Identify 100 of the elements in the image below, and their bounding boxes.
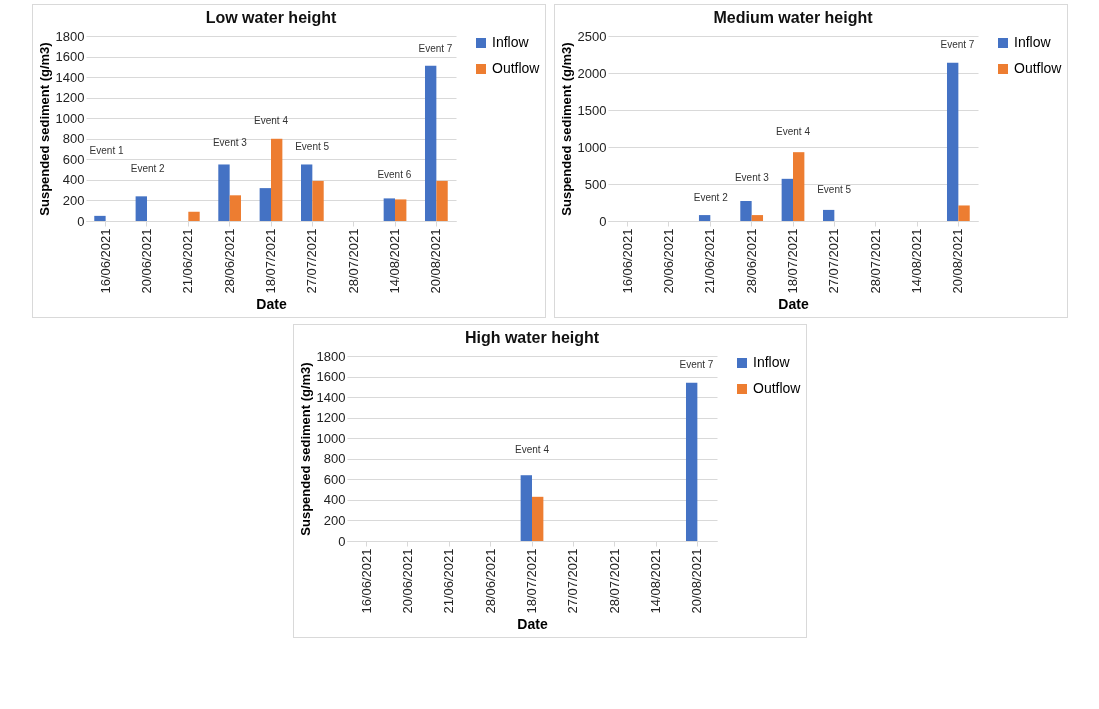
x-tick-label: 20/08/2021	[427, 228, 443, 294]
bar	[135, 196, 147, 221]
y-tick-label: 0	[76, 213, 84, 229]
y-tick-label: 600	[323, 471, 345, 487]
annotation: Event 6	[376, 168, 412, 180]
x-tick-label: 14/08/2021	[386, 228, 402, 294]
bar	[520, 475, 532, 541]
y-tick-label: 0	[337, 533, 345, 549]
bar	[822, 209, 834, 221]
x-tick-label: 20/08/2021	[949, 228, 965, 294]
annotation: Event 4	[775, 126, 810, 138]
annotation: Event 7	[417, 42, 453, 54]
legend-label: Inflow	[491, 34, 529, 50]
x-tick-label: 18/07/2021	[523, 548, 539, 614]
x-tick-label: 28/06/2021	[221, 228, 237, 294]
y-tick-label: 1200	[316, 410, 345, 426]
bar	[383, 198, 395, 221]
y-tick-label: 1000	[316, 430, 345, 446]
annotation: Event 1	[89, 144, 124, 156]
bar	[424, 65, 436, 221]
y-tick-label: 800	[62, 131, 84, 147]
y-tick-label: 0	[598, 213, 606, 229]
annotation: Event 5	[816, 184, 851, 196]
bar	[957, 205, 970, 221]
bar	[792, 152, 804, 221]
chart-title: Low water height	[205, 9, 337, 26]
y-tick-label: 1800	[316, 348, 345, 364]
bar	[739, 201, 752, 221]
legend-label: Inflow	[752, 354, 790, 370]
bar	[435, 180, 448, 221]
bar	[187, 211, 200, 221]
annotation: Event 3	[734, 172, 769, 184]
x-tick-label: 20/08/2021	[688, 548, 704, 614]
x-tick-label: 18/07/2021	[784, 228, 800, 294]
x-axis-title: Date	[516, 615, 548, 632]
annotation: Event 3	[212, 137, 247, 149]
y-tick-label: 1200	[55, 90, 84, 106]
y-tick-label: 800	[323, 451, 345, 467]
y-tick-label: 1800	[55, 28, 84, 44]
x-tick-label: 21/06/2021	[701, 228, 717, 294]
bar	[229, 195, 241, 221]
x-tick-label: 28/06/2021	[482, 548, 498, 614]
annotation: Event 2	[693, 191, 728, 203]
bar	[685, 382, 697, 541]
bar	[270, 138, 282, 221]
bar	[781, 178, 793, 221]
x-tick-label: 21/06/2021	[440, 548, 456, 614]
annotation: Event 2	[130, 163, 165, 175]
x-tick-label: 16/06/2021	[619, 228, 635, 294]
legend-label: Inflow	[1013, 34, 1051, 50]
bar	[217, 164, 230, 221]
annotation: Event 7	[678, 359, 714, 371]
annotation: Event 7	[939, 39, 975, 51]
y-tick-label: 1000	[577, 139, 606, 155]
x-axis-title: Date	[255, 295, 287, 312]
x-tick-label: 27/07/2021	[825, 228, 841, 294]
bar	[259, 188, 271, 221]
bar	[946, 62, 958, 221]
x-tick-label: 14/08/2021	[647, 548, 663, 614]
x-axis-title: Date	[777, 295, 809, 312]
x-tick-label: 16/06/2021	[97, 228, 113, 294]
y-tick-label: 400	[62, 172, 84, 188]
y-axis-title: Suspended sediment (g/m3)	[297, 362, 313, 536]
x-tick-label: 20/06/2021	[660, 228, 676, 294]
x-tick-label: 16/06/2021	[358, 548, 374, 614]
x-tick-label: 20/06/2021	[138, 228, 154, 294]
y-tick-label: 2000	[577, 65, 606, 81]
annotation: Event 5	[294, 141, 329, 152]
y-tick-label: 400	[323, 492, 345, 508]
y-tick-label: 600	[62, 151, 84, 167]
x-tick-label: 28/07/2021	[867, 228, 883, 294]
y-tick-label: 1600	[316, 369, 345, 385]
bar	[93, 215, 106, 221]
y-tick-label: 1600	[55, 49, 84, 65]
x-tick-label: 28/06/2021	[743, 228, 759, 294]
x-tick-label: 27/07/2021	[303, 228, 319, 294]
x-tick-label: 21/06/2021	[179, 228, 195, 294]
bar	[698, 215, 710, 221]
x-tick-label: 20/06/2021	[399, 548, 415, 614]
y-axis-title: Suspended sediment (g/m3)	[36, 42, 52, 216]
x-tick-label: 28/07/2021	[345, 228, 361, 294]
bar	[394, 199, 406, 221]
chart-title: High water height	[464, 329, 600, 346]
bar	[531, 496, 543, 541]
legend-label: Outflow	[752, 380, 801, 396]
annotation: Event 4	[514, 444, 549, 456]
y-tick-label: 200	[62, 192, 84, 208]
x-tick-label: 14/08/2021	[908, 228, 924, 294]
y-tick-label: 2500	[577, 28, 606, 44]
bar	[751, 215, 763, 221]
y-tick-label: 500	[584, 176, 606, 192]
y-tick-label: 200	[323, 512, 345, 528]
legend-label: Outflow	[1013, 60, 1062, 76]
bar	[311, 180, 324, 221]
y-axis-title: Suspended sediment (g/m3)	[558, 42, 574, 216]
chart-title: Medium water height	[712, 9, 873, 26]
y-tick-label: 1000	[55, 110, 84, 126]
annotation: Event 4	[253, 115, 288, 127]
legend-label: Outflow	[491, 60, 540, 76]
x-tick-label: 27/07/2021	[564, 548, 580, 614]
